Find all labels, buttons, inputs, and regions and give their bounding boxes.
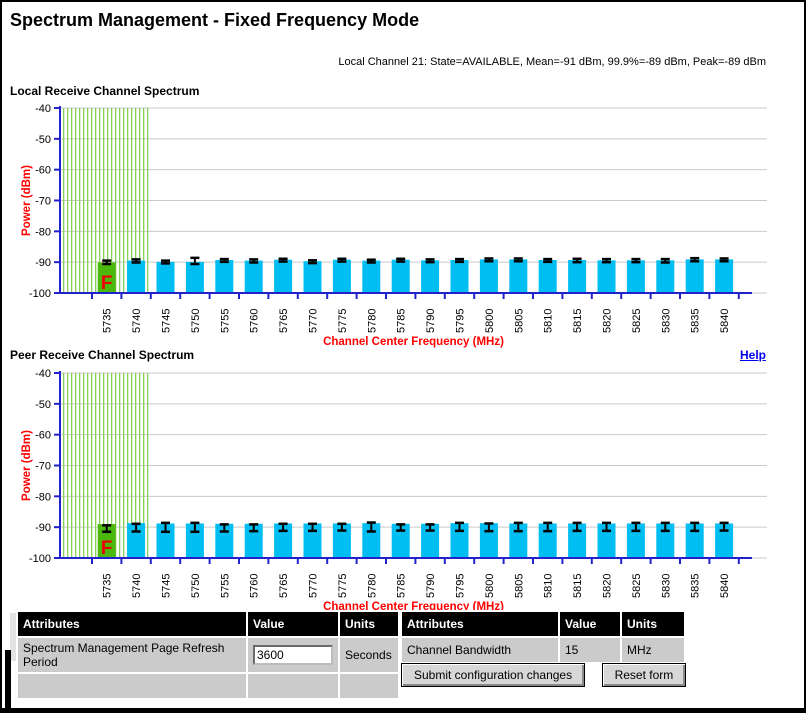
svg-text:-90: -90 xyxy=(35,257,51,269)
peer-spectrum-chart: F -40 -50 -60 -70 -80 -90 -100 5735 5740 5745 5750 5… xyxy=(21,368,767,613)
svg-text:5840: 5840 xyxy=(719,574,731,598)
local-chart-title: Local Receive Channel Spectrum xyxy=(10,84,200,98)
channel-bandwidth-value: 15 xyxy=(560,638,620,662)
svg-text:5795: 5795 xyxy=(455,309,467,333)
channel-bandwidth-units: MHz xyxy=(622,638,684,662)
svg-text:5815: 5815 xyxy=(572,574,584,598)
svg-text:5760: 5760 xyxy=(249,309,261,333)
refresh-period-units: Seconds xyxy=(340,638,398,672)
svg-text:5760: 5760 xyxy=(249,574,261,598)
svg-text:F: F xyxy=(101,273,113,294)
refresh-period-input[interactable] xyxy=(253,645,333,665)
svg-text:5770: 5770 xyxy=(308,309,320,333)
svg-text:5790: 5790 xyxy=(425,309,437,333)
table-row: Spectrum Management Page Refresh Period … xyxy=(18,638,398,672)
screen-artifact xyxy=(10,613,16,661)
svg-text:5770: 5770 xyxy=(308,574,320,598)
svg-text:5800: 5800 xyxy=(484,574,496,598)
page-title: Spectrum Management - Fixed Frequency Mo… xyxy=(10,10,420,30)
right-table-header-value: Value xyxy=(560,612,620,636)
submit-configuration-button[interactable]: Submit configuration changes xyxy=(401,663,586,687)
svg-text:5780: 5780 xyxy=(366,574,378,598)
svg-text:5835: 5835 xyxy=(690,574,702,598)
svg-text:5825: 5825 xyxy=(631,574,643,598)
left-table-header-attributes: Attributes xyxy=(18,612,246,636)
svg-text:-70: -70 xyxy=(35,461,51,473)
svg-text:5750: 5750 xyxy=(190,574,202,598)
svg-text:5820: 5820 xyxy=(602,309,614,333)
svg-text:5835: 5835 xyxy=(690,309,702,333)
empty-cell xyxy=(248,674,338,698)
svg-text:5740: 5740 xyxy=(131,574,143,598)
svg-text:5785: 5785 xyxy=(396,574,408,598)
svg-text:5755: 5755 xyxy=(219,309,231,333)
channel-status-line: Local Channel 21: State=AVAILABLE, Mean=… xyxy=(338,56,766,68)
svg-text:-50: -50 xyxy=(35,134,51,146)
svg-text:F: F xyxy=(101,538,113,559)
left-table-header-units: Units xyxy=(340,612,398,636)
refresh-period-label: Spectrum Management Page Refresh Period xyxy=(18,638,246,672)
svg-text:5750: 5750 xyxy=(190,309,202,333)
right-table-header-attributes: Attributes xyxy=(402,612,558,636)
refresh-period-table: Attributes Value Units Spectrum Manageme… xyxy=(16,610,400,700)
svg-text:5810: 5810 xyxy=(543,309,555,333)
svg-text:5785: 5785 xyxy=(396,309,408,333)
svg-text:5820: 5820 xyxy=(602,574,614,598)
svg-text:5755: 5755 xyxy=(219,574,231,598)
svg-text:5790: 5790 xyxy=(425,574,437,598)
svg-text:5740: 5740 xyxy=(131,309,143,333)
svg-text:5805: 5805 xyxy=(513,309,525,333)
svg-text:5745: 5745 xyxy=(161,309,173,333)
local-spectrum-chart: F -40 -50 -60 -70 -80 -90 -100 5735 5740 5745 5750 5… xyxy=(21,103,767,348)
right-table-header-units: Units xyxy=(622,612,684,636)
peer-chart-title: Peer Receive Channel Spectrum xyxy=(10,348,195,362)
svg-text:-70: -70 xyxy=(35,196,51,208)
help-link[interactable]: Help xyxy=(739,348,766,362)
empty-cell xyxy=(340,674,398,698)
svg-text:5815: 5815 xyxy=(572,309,584,333)
table-row: Channel Bandwidth 15 MHz xyxy=(402,638,684,662)
svg-text:5825: 5825 xyxy=(631,309,643,333)
svg-text:5840: 5840 xyxy=(719,309,731,333)
svg-text:5780: 5780 xyxy=(366,309,378,333)
svg-text:5735: 5735 xyxy=(102,574,114,598)
svg-text:5805: 5805 xyxy=(513,574,525,598)
table-row xyxy=(18,674,398,698)
svg-text:5830: 5830 xyxy=(660,309,672,333)
svg-text:5735: 5735 xyxy=(102,309,114,333)
svg-text:-80: -80 xyxy=(35,226,51,238)
svg-text:-80: -80 xyxy=(35,491,51,503)
left-table-header-value: Value xyxy=(248,612,338,636)
empty-cell xyxy=(18,674,246,698)
svg-text:-90: -90 xyxy=(35,522,51,534)
form-buttons: Submit configuration changes Reset form xyxy=(401,663,698,687)
cursor-artifact xyxy=(5,650,11,708)
svg-text:5765: 5765 xyxy=(278,309,290,333)
svg-text:5765: 5765 xyxy=(278,574,290,598)
svg-text:-60: -60 xyxy=(35,165,51,177)
svg-text:Channel Center Frequency (MHz): Channel Center Frequency (MHz) xyxy=(323,336,504,348)
svg-text:-50: -50 xyxy=(35,399,51,411)
svg-text:5810: 5810 xyxy=(543,574,555,598)
svg-text:5795: 5795 xyxy=(455,574,467,598)
svg-text:Power (dBm): Power (dBm) xyxy=(21,165,33,236)
svg-text:5800: 5800 xyxy=(484,309,496,333)
svg-text:5745: 5745 xyxy=(161,574,173,598)
svg-text:-40: -40 xyxy=(35,103,51,115)
svg-text:-40: -40 xyxy=(35,368,51,380)
svg-text:-100: -100 xyxy=(29,288,51,300)
svg-text:5830: 5830 xyxy=(660,574,672,598)
svg-text:-100: -100 xyxy=(29,553,51,565)
channel-bandwidth-label: Channel Bandwidth xyxy=(402,638,558,662)
svg-text:-60: -60 xyxy=(35,430,51,442)
bandwidth-table: Attributes Value Units Channel Bandwidth… xyxy=(400,610,686,664)
svg-text:5775: 5775 xyxy=(337,574,349,598)
svg-text:5775: 5775 xyxy=(337,309,349,333)
svg-text:Power (dBm): Power (dBm) xyxy=(21,430,33,501)
reset-form-button[interactable]: Reset form xyxy=(601,663,687,687)
